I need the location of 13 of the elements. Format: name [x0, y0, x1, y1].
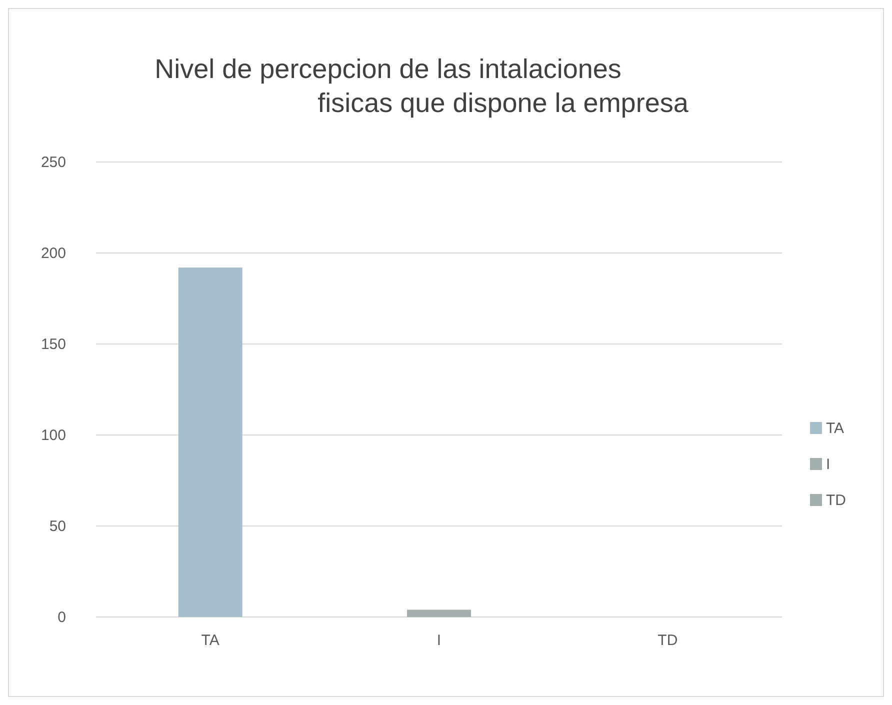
legend-label: TD	[826, 492, 846, 509]
legend-label: I	[826, 456, 830, 473]
y-tick-label: 0	[58, 609, 66, 626]
y-tick-label: 150	[40, 336, 66, 353]
x-tick-label: TD	[658, 632, 678, 649]
y-tick-label: 50	[49, 518, 66, 535]
y-tick-label: 200	[40, 245, 66, 262]
y-tick-label: 250	[40, 154, 66, 171]
chart-title: Nivel de percepcion de las intalaciones fisicas que dispone la empresa	[154, 54, 690, 118]
y-tick-label: 100	[40, 427, 66, 444]
x-tick-label: I	[436, 632, 442, 649]
x-tick-label: TA	[201, 632, 220, 649]
legend-label: TA	[826, 420, 844, 437]
